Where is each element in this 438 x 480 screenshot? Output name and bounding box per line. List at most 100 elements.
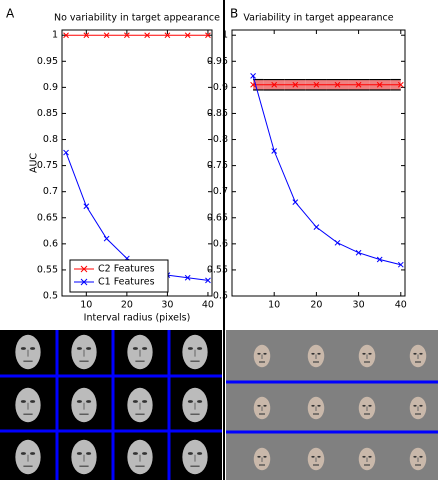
eye (20, 452, 26, 455)
x-tick-label: 40 (202, 300, 214, 311)
eye (257, 404, 261, 407)
y-tick-label: 0.85 (37, 108, 58, 119)
eye (76, 347, 82, 350)
eye (263, 352, 267, 355)
eye (257, 352, 261, 355)
marker (292, 199, 299, 205)
eye (142, 347, 148, 350)
y-tick-label: 1 (52, 30, 58, 41)
marker (355, 81, 362, 88)
marker (376, 81, 383, 88)
eye (317, 352, 321, 355)
x-tick-label: 10 (80, 300, 92, 311)
eye (20, 347, 26, 350)
marker (63, 32, 69, 39)
eye (419, 352, 423, 355)
x-tick-label: 30 (353, 300, 365, 311)
face-thumbnail (409, 344, 427, 368)
eye (368, 404, 372, 407)
marker (164, 32, 171, 39)
y-tick-label: 0.65 (207, 212, 228, 223)
eye (132, 347, 138, 350)
legend-swatch (80, 278, 88, 286)
marker-stroke (144, 32, 150, 39)
y-tick-label: 0.8 (213, 134, 228, 145)
marker-stroke (313, 224, 320, 231)
eye (311, 352, 315, 355)
marker (334, 81, 341, 88)
face-thumbnail (307, 396, 325, 420)
marker-stroke (334, 239, 341, 246)
marker (334, 239, 341, 246)
chart-title: No variability in target appearance (54, 13, 220, 24)
eye (257, 455, 261, 458)
plot-frame (61, 29, 213, 297)
eye (132, 452, 138, 455)
marker-stroke (164, 32, 171, 39)
marker (103, 235, 110, 242)
y-tick-label: 0.7 (43, 186, 58, 197)
eye (413, 352, 417, 355)
marker (83, 32, 90, 39)
eye (187, 452, 193, 455)
face-thumbnail (409, 447, 427, 471)
y-tick-label: 0.9 (213, 82, 228, 93)
marker-stroke (83, 203, 90, 210)
x-tick-label: 30 (161, 300, 173, 311)
marker (63, 149, 69, 156)
eye (368, 352, 372, 355)
marker-stroke (184, 274, 191, 281)
marker-stroke (376, 81, 383, 88)
face-thumbnail (182, 387, 208, 423)
y-tick-label: 0.65 (37, 212, 58, 223)
eye (311, 404, 315, 407)
face-thumbnail (15, 439, 41, 475)
marker-stroke (250, 73, 256, 79)
eye (142, 452, 148, 455)
marker (83, 203, 90, 210)
eye (413, 455, 417, 458)
legend-swatch (80, 265, 88, 273)
face-thumbnail (307, 447, 325, 471)
face-thumbnail (409, 396, 427, 420)
marker (184, 32, 191, 39)
marker-stroke (376, 256, 383, 263)
marker (250, 73, 256, 79)
face-thumbnail (127, 334, 153, 370)
face-thumbnail (71, 439, 97, 475)
eye (197, 347, 203, 350)
marker-stroke (205, 277, 211, 284)
legend-label: C2 Features (98, 264, 155, 275)
marker-stroke (124, 32, 130, 39)
y-tick-label: 0.7 (213, 186, 228, 197)
marker-stroke (83, 32, 90, 39)
marker (313, 81, 320, 88)
eye (263, 404, 267, 407)
eye (362, 404, 366, 407)
marker (205, 277, 211, 284)
marker (313, 224, 320, 231)
eye (362, 455, 366, 458)
eye (263, 455, 267, 458)
face-thumbnail (127, 439, 153, 475)
y-tick-label: 0.6 (43, 238, 58, 249)
x-tick-label: 40 (395, 300, 407, 311)
x-tick-label: 20 (121, 300, 133, 311)
marker-stroke (334, 81, 341, 88)
y-tick-label: 0.9 (43, 82, 58, 93)
chart-title: Variability in target appearance (243, 13, 393, 24)
eye (86, 452, 92, 455)
face-thumbnail (253, 447, 271, 471)
plot-frame (231, 29, 406, 297)
y-tick-label: 0.8 (43, 134, 58, 145)
legend-box (69, 259, 169, 293)
marker-stroke (184, 32, 191, 39)
marker-stroke (292, 81, 299, 88)
eye (132, 400, 138, 403)
eye (30, 347, 36, 350)
y-tick-label: 0.85 (207, 108, 228, 119)
eye (197, 400, 203, 403)
eye (20, 400, 26, 403)
panel-letter: B (230, 7, 238, 21)
